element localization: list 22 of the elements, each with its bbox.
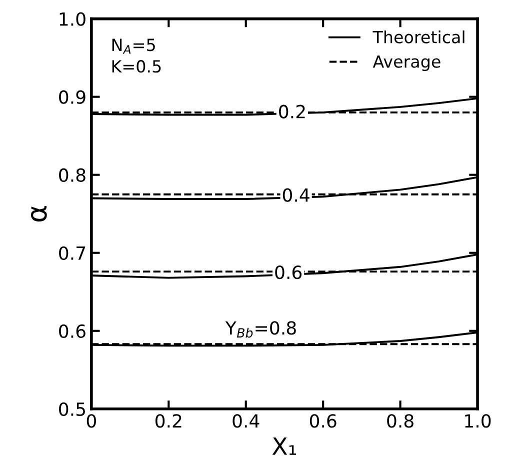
legend-label: Average (372, 55, 440, 72)
annotation: K=0.5 (112, 60, 161, 73)
x-tick-label: 0.6 (310, 414, 336, 428)
x-tick-label: 1.0 (465, 414, 491, 428)
y-tick-label: 0.6 (59, 324, 86, 338)
annotation: N$_{A}$=5 (112, 38, 155, 54)
y-tick-label: 0.5 (59, 402, 86, 416)
legend-label: Theoretical (372, 30, 464, 44)
x-tick-label: 0.4 (232, 414, 260, 428)
x-axis-title: X₁ (272, 438, 296, 455)
y-tick-label: 1.0 (60, 12, 86, 26)
x-tick-label: 0 (86, 414, 96, 428)
annotation: Y$_{Bb}$=0.8 (225, 321, 296, 338)
y-tick-label: 0.8 (59, 168, 86, 182)
y-axis-title: α (31, 206, 47, 222)
x-tick-label: 0.2 (155, 414, 182, 428)
annotation: 0.4 (282, 188, 310, 202)
y-tick-label: 0.7 (59, 246, 86, 260)
x-tick-label: 0.8 (387, 414, 414, 428)
annotation: 0.6 (275, 266, 302, 280)
y-tick-label: 0.9 (59, 90, 86, 104)
annotation: 0.2 (279, 104, 305, 118)
